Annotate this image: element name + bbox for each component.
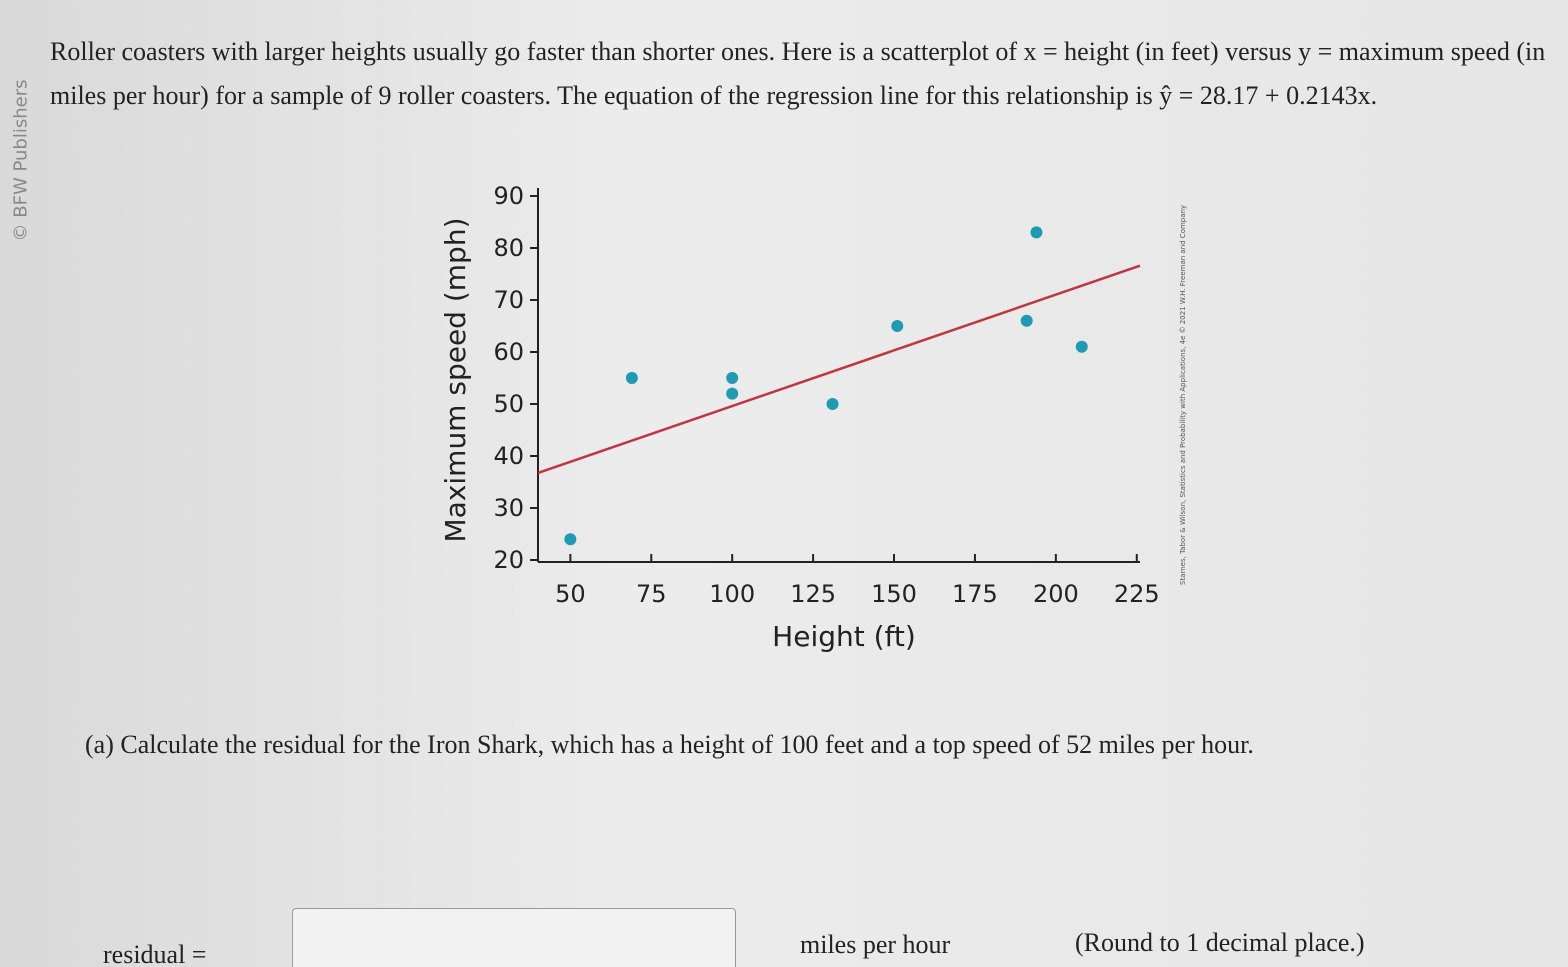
answer-note: (Round to 1 decimal place.) (1075, 928, 1365, 957)
credit: Starnes, Tabor & Wilson, Statistics and … (1179, 205, 1187, 585)
point (625, 372, 638, 384)
point (726, 387, 739, 400)
x-tick-label: 175 (952, 580, 998, 608)
x-tick-label: 100 (709, 580, 755, 608)
answer-input[interactable] (292, 908, 736, 967)
point (1030, 226, 1043, 239)
x-axis-label: Height (ft) (772, 620, 916, 653)
y-tick-label: 30 (493, 494, 524, 522)
y-tick-label: 20 (493, 546, 524, 574)
intro-text: Roller coasters with larger heights usua… (50, 37, 1546, 110)
chart: Height (ft) Maximum speed (mph) Starnes,… (439, 182, 1187, 653)
answer-unit: miles per hour (800, 930, 951, 959)
point (1020, 314, 1033, 327)
y-tick-label: 50 (493, 390, 524, 418)
x-tick-label: 125 (790, 580, 836, 608)
x-tick-label: 50 (555, 580, 586, 608)
y-tick-label: 90 (493, 182, 524, 210)
y-tick-label: 40 (493, 442, 524, 470)
x-tick-label: 200 (1033, 580, 1079, 608)
y-tick-label: 70 (493, 286, 524, 314)
point (564, 533, 577, 546)
x-tick-label: 75 (636, 580, 667, 608)
point (1075, 340, 1088, 353)
regression-line (537, 264, 1141, 475)
point (891, 320, 904, 332)
x-tick-label: 150 (871, 580, 917, 608)
y-tick-label: 60 (493, 338, 524, 366)
y-axis-label: Maximum speed (mph) (439, 218, 472, 543)
point (726, 372, 739, 384)
y-tick-label: 80 (493, 234, 524, 262)
answer-label: residual = (103, 940, 207, 967)
side-credit: © BFW Publishers (10, 79, 32, 242)
point (826, 398, 839, 410)
question: (a) Calculate the residual for the Iron … (85, 730, 1254, 759)
x-tick-label: 225 (1114, 580, 1160, 608)
